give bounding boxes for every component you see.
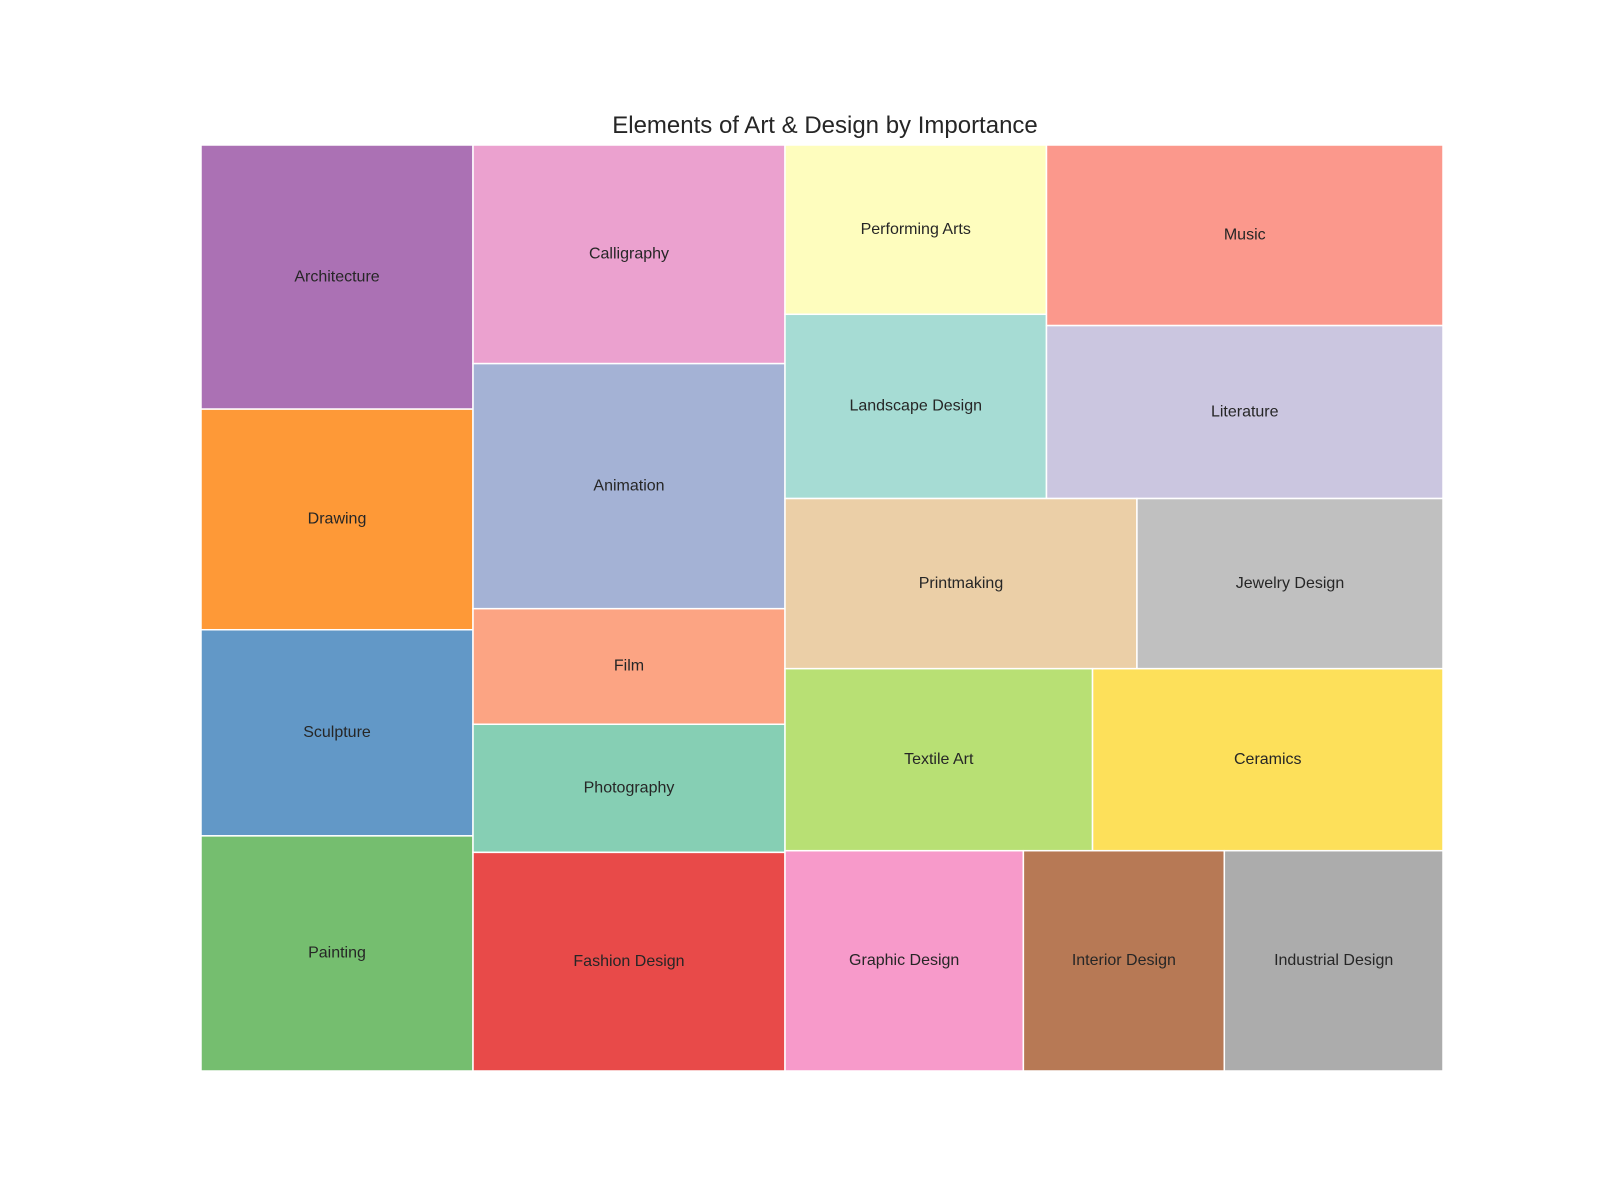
treemap-tile-label: Animation — [593, 477, 664, 494]
treemap-tile: Fashion Design — [472, 851, 786, 1072]
treemap-tile: Drawing — [200, 408, 474, 631]
treemap-tile: Performing Arts — [784, 144, 1048, 316]
treemap-tile-label: Landscape Design — [849, 398, 982, 415]
treemap-tile: Interior Design — [1022, 849, 1226, 1072]
treemap-tile-rect — [784, 497, 1138, 670]
treemap-tile-rect — [784, 849, 1025, 1072]
treemap-tile: Graphic Design — [784, 849, 1025, 1072]
treemap-tile-label: Jewelry Design — [1236, 575, 1344, 592]
treemap-tile: Calligraphy — [472, 144, 786, 365]
treemap-tile-label: Calligraphy — [589, 246, 669, 263]
treemap-tile: Industrial Design — [1223, 849, 1444, 1072]
treemap-tile-label: Literature — [1211, 403, 1279, 420]
treemap-tile-rect — [1223, 849, 1444, 1072]
treemap-tile-rect — [1022, 849, 1226, 1072]
treemap-tile-label: Printmaking — [919, 575, 1003, 592]
treemap-tile: Textile Art — [784, 667, 1094, 852]
treemap-tile-label: Drawing — [308, 511, 367, 528]
treemap-tile: Architecture — [200, 144, 474, 410]
treemap-tile-label: Music — [1224, 227, 1266, 244]
treemap-tile-rect — [472, 851, 786, 1072]
treemap-tile-label: Fashion Design — [573, 953, 684, 970]
treemap-tile-rect — [1045, 144, 1444, 327]
treemap-tile-rect — [1136, 497, 1444, 670]
treemap-tile-rect — [200, 408, 474, 631]
treemap-tile-label: Architecture — [294, 268, 379, 285]
treemap-tile: Ceramics — [1091, 667, 1444, 852]
treemap-tile-rect — [200, 628, 474, 837]
treemap-tile-rect — [472, 362, 786, 610]
treemap-tile: Painting — [200, 835, 474, 1072]
treemap-tile: Photography — [472, 723, 786, 854]
treemap-tile-label: Film — [614, 658, 644, 675]
treemap-tile-label: Painting — [308, 945, 366, 962]
treemap-tile-rect — [200, 835, 474, 1072]
treemap-tile-label: Sculpture — [303, 724, 371, 741]
treemap-tile-rect — [472, 607, 786, 726]
treemap-tile-rect — [472, 723, 786, 854]
treemap-tile: Landscape Design — [784, 313, 1048, 500]
treemap-tile-rect — [1045, 324, 1444, 500]
treemap-tile: Music — [1045, 144, 1444, 327]
treemap-tile-label: Graphic Design — [849, 952, 959, 969]
treemap-tile-label: Performing Arts — [861, 221, 971, 238]
treemap-tile-label: Interior Design — [1072, 952, 1176, 969]
treemap-tile-rect — [200, 144, 474, 410]
treemap-tile: Sculpture — [200, 628, 474, 837]
treemap-tile-rect — [784, 667, 1094, 852]
treemap-tile-label: Industrial Design — [1274, 952, 1393, 969]
treemap-tile: Film — [472, 607, 786, 726]
treemap-tile: Animation — [472, 362, 786, 610]
treemap-tile-label: Textile Art — [904, 751, 974, 768]
treemap-tile: Printmaking — [784, 497, 1138, 670]
treemap-tile: Literature — [1045, 324, 1444, 500]
treemap-tile: Jewelry Design — [1136, 497, 1444, 670]
chart-title: Elements of Art & Design by Importance — [612, 112, 1038, 139]
treemap-tile-label: Photography — [584, 780, 675, 797]
treemap-tile-rect — [1091, 667, 1444, 852]
treemap-tile-rect — [784, 144, 1048, 316]
treemap-tile-label: Ceramics — [1234, 751, 1302, 768]
